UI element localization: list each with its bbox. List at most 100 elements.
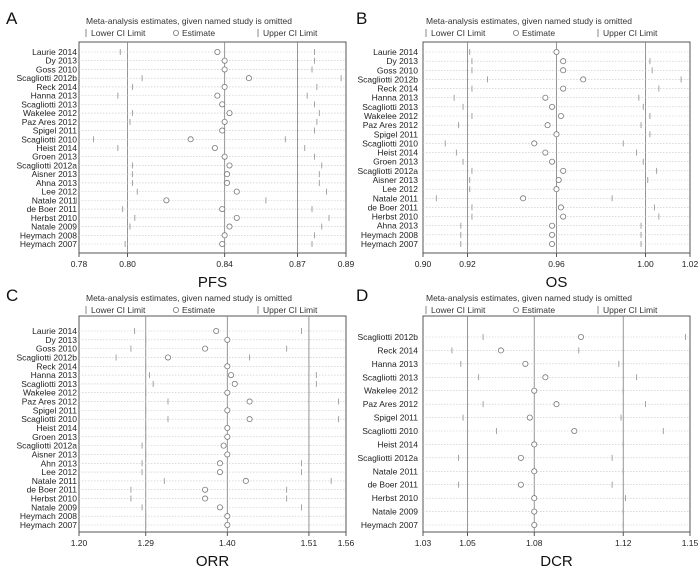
study-row-wakelee-2012: Wakelee 2012	[364, 111, 690, 121]
estimate-point	[246, 398, 253, 405]
estimate-point	[553, 401, 560, 408]
study-row-wakelee-2012: Wakelee 2012	[23, 388, 346, 398]
estimate-point	[580, 76, 587, 83]
study-label: Groen 2013	[32, 152, 77, 162]
study-label: Heymach 2007	[361, 520, 418, 530]
legend-estimate-label: Estimate	[522, 305, 555, 315]
estimate-point	[224, 424, 231, 431]
estimate-point	[531, 522, 538, 529]
plot-frame	[78, 315, 347, 533]
study-label: Scagliotti 2013	[362, 102, 418, 112]
study-row-ahna-2013: Ahna 2013	[377, 221, 690, 231]
study-label: Hanna 2013	[372, 93, 419, 103]
estimate-point	[219, 206, 226, 213]
study-label: Lee 2012	[42, 187, 78, 197]
estimate-point	[560, 167, 567, 174]
study-row-goss-2010: Goss 2010	[36, 64, 346, 74]
estimate-point	[214, 49, 221, 56]
panel-d: D Meta-analysis estimates, given named st…	[356, 286, 699, 570]
plot-frame	[78, 41, 347, 254]
estimate-point	[555, 176, 562, 183]
legend: Lower CI Limit Estimate Upper CI Limit	[85, 28, 318, 38]
estimate-point	[544, 122, 551, 129]
estimate-point	[224, 433, 231, 440]
study-label: de Boer 2011	[368, 480, 419, 490]
study-label: Aisner 2013	[32, 169, 78, 179]
study-row-reck-2014: Reck 2014	[377, 84, 690, 94]
study-label: Scagliotti 2010	[362, 426, 418, 436]
study-label: Dy 2013	[386, 56, 418, 66]
study-label: Scagliotti 2013	[21, 99, 77, 109]
study-row-de-boer-2011: de Boer 2011	[27, 204, 346, 214]
x-tick-label: 0.87	[289, 259, 306, 269]
estimate-point	[542, 149, 549, 156]
panel-title: Meta-analysis estimates, given named stu…	[426, 16, 632, 26]
study-label: Ahna 2013	[377, 221, 418, 231]
study-row-heist-2014: Heist 2014	[377, 439, 690, 449]
study-label: Paz Ares 2012	[363, 399, 419, 409]
estimate-point	[531, 387, 538, 394]
study-row-aisner-2013: Aisner 2013	[373, 175, 690, 185]
estimate-point	[553, 186, 560, 193]
study-label: Herbst 2010	[372, 212, 419, 222]
study-label: Aisner 2013	[32, 449, 78, 459]
study-label: Wakelee 2012	[23, 388, 77, 398]
study-label: Heymach 2007	[361, 239, 418, 249]
study-row-groen-2013: Groen 2013	[32, 432, 346, 442]
study-row-scagliotti-2013: Scagliotti 2013	[21, 99, 346, 109]
panel-c: C Meta-analysis estimates, given named st…	[6, 286, 355, 570]
study-row-wakelee-2012: Wakelee 2012	[364, 386, 690, 396]
estimate-point	[542, 374, 549, 381]
study-label: Scagliotti 2012a	[358, 166, 419, 176]
panel-title: Meta-analysis estimates, given named stu…	[86, 16, 292, 26]
study-row-scagliotti-2012a: Scagliotti 2012a	[358, 166, 690, 176]
x-tick-label: 1.05	[459, 538, 476, 548]
study-label: Heist 2014	[377, 148, 418, 158]
study-row-paz-ares-2012: Paz Ares 2012	[363, 120, 690, 130]
study-label: Natale 2009	[31, 222, 77, 232]
study-row-natale-2011: Natale 2011	[373, 193, 690, 203]
estimate-point	[497, 347, 504, 354]
estimate-point	[216, 460, 223, 467]
study-row-spigel-2011: Spigel 2011	[33, 126, 346, 136]
study-row-natale-2009: Natale 2009	[31, 222, 346, 232]
estimate-point	[577, 333, 584, 340]
estimate-point	[221, 83, 228, 90]
study-row-natale-2009: Natale 2009	[372, 507, 690, 517]
legend-upper-label: Upper CI Limit	[603, 305, 658, 315]
estimate-point	[202, 486, 209, 493]
study-label: Reck 2014	[377, 345, 418, 355]
legend-lower-label: Lower CI Limit	[431, 28, 486, 38]
panel-letter: C	[6, 286, 18, 305]
study-row-hanna-2013: Hanna 2013	[372, 93, 690, 103]
study-row-hanna-2013: Hanna 2013	[372, 359, 690, 369]
x-tick-label: 1.51	[301, 538, 318, 548]
study-label: Goss 2010	[36, 64, 77, 74]
study-label: Reck 2014	[377, 84, 418, 94]
study-row-ahn-2013: Ahn 2013	[41, 458, 346, 468]
x-tick-label: 1.29	[137, 538, 154, 548]
study-row-scagliotti-2013: Scagliotti 2013	[362, 372, 690, 382]
estimate-point	[220, 442, 227, 449]
study-label: Goss 2010	[377, 65, 418, 75]
legend-upper-label: Upper CI Limit	[263, 28, 318, 38]
legend-estimate-marker	[513, 29, 520, 36]
study-label: Ahn 2013	[41, 458, 78, 468]
study-label: Scagliotti 2012b	[358, 332, 419, 342]
estimate-point	[224, 179, 231, 186]
plot-frame	[422, 315, 691, 533]
x-tick-label: 1.56	[338, 538, 355, 548]
estimate-point	[233, 188, 240, 195]
x-tick-label: 1.15	[682, 538, 699, 548]
study-label: Ahna 2013	[36, 178, 77, 188]
study-row-de-boer-2011: de Boer 2011	[27, 485, 346, 495]
estimate-point	[549, 158, 556, 165]
legend-upper-label: Upper CI Limit	[603, 28, 658, 38]
estimate-point	[202, 345, 209, 352]
study-row-laurie-2014: Laurie 2014	[32, 326, 346, 336]
study-row-spigel-2011: Spigel 2011	[374, 129, 690, 139]
panel-title: Meta-analysis estimates, given named stu…	[86, 293, 292, 303]
study-label: Scagliotti 2012b	[17, 73, 78, 83]
study-label: Laurie 2014	[32, 47, 77, 57]
estimate-point	[549, 103, 556, 110]
